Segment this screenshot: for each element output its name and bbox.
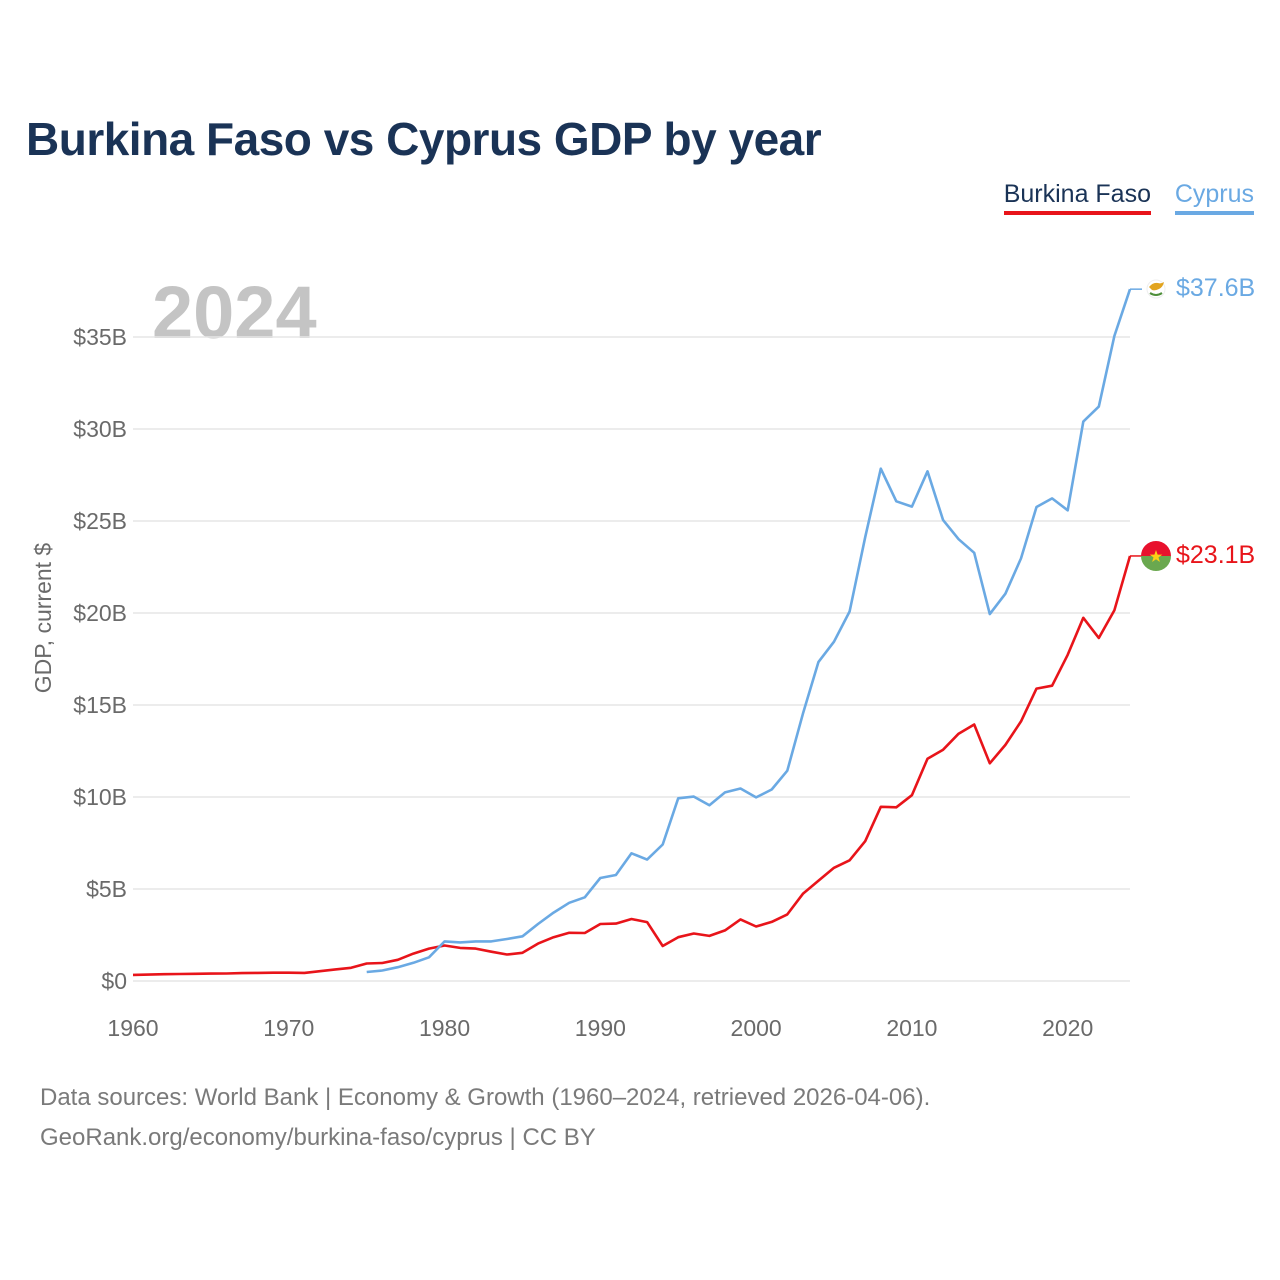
cyprus-flag-icon	[1146, 279, 1166, 299]
end-value-label-burkina-faso: $23.1B	[1176, 541, 1255, 569]
x-tick-label: 1970	[263, 1015, 314, 1041]
y-tick-label: $20B	[73, 600, 127, 626]
y-tick-label: $35B	[73, 324, 127, 350]
page-title: Burkina Faso vs Cyprus GDP by year	[26, 113, 822, 165]
y-tick-label: $5B	[86, 876, 127, 902]
x-tick-label: 2000	[731, 1015, 782, 1041]
x-axis: 1960 1970 1980 1990 2000 2010 2020	[107, 1015, 1093, 1041]
y-tick-label: $15B	[73, 692, 127, 718]
y-axis-title: GDP, current $	[30, 543, 56, 694]
data-source-text: Data sources: World Bank | Economy & Gro…	[40, 1084, 931, 1111]
source-link-text[interactable]: GeoRank.org/economy/burkina-faso/cyprus …	[40, 1124, 596, 1151]
burkina-faso-flag-icon	[1141, 541, 1171, 571]
series-layer: $23.1B $37.6B	[132, 274, 1255, 977]
y-tick-label: $30B	[73, 416, 127, 442]
series-line-burkina-faso[interactable]	[132, 555, 1132, 977]
y-tick-label: $0	[101, 968, 127, 994]
legend-item-burkina-faso[interactable]: Burkina Faso	[1003, 180, 1151, 215]
x-tick-label: 2010	[886, 1015, 937, 1041]
grid-lines	[133, 336, 1130, 982]
x-tick-label: 1990	[575, 1015, 626, 1041]
y-tick-label: $10B	[73, 784, 127, 810]
x-tick-label: 2020	[1042, 1015, 1093, 1041]
y-tick-label: $25B	[73, 508, 127, 534]
series-line-cyprus[interactable]	[366, 288, 1132, 974]
x-tick-label: 1980	[419, 1015, 470, 1041]
y-axis: $0 $5B $10B $15B $20B $25B $30B $35B	[73, 324, 127, 994]
year-watermark: 2024	[152, 271, 317, 354]
end-value-label-cyprus: $37.6B	[1176, 274, 1255, 302]
x-tick-label: 1960	[107, 1015, 158, 1041]
legend-item-cyprus[interactable]: Cyprus	[1174, 180, 1254, 215]
gdp-line-chart: 2024 $0$5B$10B$15B$20B$25B$30B$35B 1960 1…	[30, 271, 1255, 1041]
